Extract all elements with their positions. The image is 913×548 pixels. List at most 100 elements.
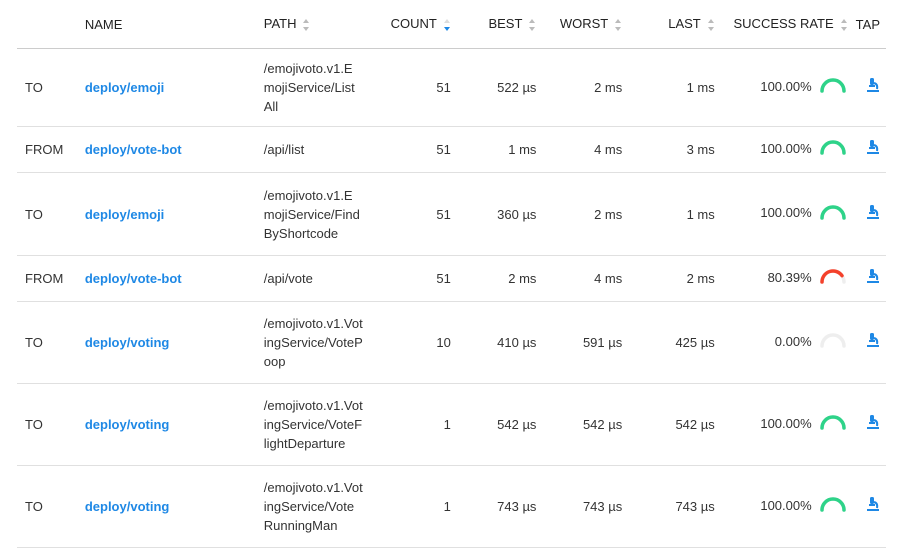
worst-latency: 4 ms — [536, 126, 623, 173]
success-rate-gauge — [818, 204, 848, 225]
sort-icon[interactable] — [840, 18, 848, 32]
count: 51 — [363, 172, 451, 256]
success-rate: 100.00% — [760, 78, 812, 94]
route-path: /api/vote — [255, 255, 364, 302]
sort-icon[interactable] — [302, 18, 310, 32]
resource-link[interactable]: deploy/voting — [84, 335, 170, 350]
header-label: WORST — [559, 16, 609, 32]
sort-icon[interactable] — [707, 18, 715, 32]
microscope-icon[interactable] — [866, 140, 880, 158]
best-latency: 2 ms — [450, 255, 537, 302]
worst-latency: 2 ms — [536, 172, 623, 256]
route-path: /api/list — [255, 126, 364, 173]
table-row: FROM deploy/vote-bot /api/list 51 1 ms 4… — [17, 126, 886, 173]
best-latency: 743 µs — [450, 465, 537, 548]
worst-latency: 2 ms — [536, 48, 623, 127]
resource-link[interactable]: deploy/vote-bot — [84, 271, 182, 286]
header-success-rate[interactable]: SUCCESS RATE — [714, 0, 848, 49]
success-rate-gauge — [818, 332, 848, 353]
last-latency: 3 ms — [622, 126, 715, 173]
last-latency: 743 µs — [622, 465, 715, 548]
resource-link[interactable]: deploy/voting — [84, 417, 170, 432]
header-label: COUNT — [390, 16, 437, 32]
worst-latency: 542 µs — [536, 383, 623, 466]
success-rate-gauge — [818, 77, 848, 98]
last-latency: 2 ms — [622, 255, 715, 302]
route-metrics-table: NAME PATH COUNT BEST WORST LAST SUCCESS … — [17, 0, 886, 548]
success-rate: 0.00% — [774, 333, 812, 349]
success-rate: 100.00% — [760, 205, 812, 221]
success-rate: 80.39% — [767, 269, 812, 285]
last-latency: 425 µs — [622, 301, 715, 384]
microscope-icon[interactable] — [866, 415, 880, 433]
direction: TO — [17, 465, 77, 548]
direction: FROM — [17, 126, 77, 173]
last-latency: 542 µs — [622, 383, 715, 466]
header-direction — [17, 0, 77, 49]
route-path: /emojivoto.v1.VotingService/VoteFlightDe… — [255, 383, 364, 466]
sort-icon[interactable] — [614, 18, 622, 32]
route-path: /emojivoto.v1.EmojiService/FindByShortco… — [255, 172, 364, 256]
header-label: SUCCESS RATE — [733, 16, 834, 32]
header-tap: TAP — [847, 0, 886, 49]
count: 51 — [363, 48, 451, 127]
success-rate: 100.00% — [760, 415, 812, 431]
table-row: TO deploy/voting /emojivoto.v1.VotingSer… — [17, 383, 886, 466]
route-path: /emojivoto.v1.EmojiService/ListAll — [255, 48, 364, 127]
success-rate-gauge — [818, 139, 848, 160]
microscope-icon[interactable] — [866, 204, 880, 223]
table-row: TO deploy/emoji /emojivoto.v1.EmojiServi… — [17, 48, 886, 127]
success-rate-gauge — [818, 268, 848, 289]
worst-latency: 743 µs — [536, 465, 623, 548]
direction: TO — [17, 48, 77, 127]
header-label: LAST — [668, 16, 701, 32]
header-path[interactable]: PATH — [255, 0, 364, 49]
header-count[interactable]: COUNT — [363, 0, 451, 49]
best-latency: 410 µs — [450, 301, 537, 384]
count: 51 — [363, 126, 451, 173]
header-label: BEST — [488, 16, 523, 32]
sort-descending-icon[interactable] — [443, 18, 451, 32]
table-row: FROM deploy/vote-bot /api/vote 51 2 ms 4… — [17, 255, 886, 302]
microscope-icon[interactable] — [866, 78, 880, 96]
table-row: TO deploy/voting /emojivoto.v1.VotingSer… — [17, 301, 886, 384]
table-header-row: NAME PATH COUNT BEST WORST LAST SUCCESS … — [17, 0, 886, 49]
best-latency: 360 µs — [450, 172, 537, 256]
worst-latency: 591 µs — [536, 301, 623, 384]
count: 1 — [363, 465, 451, 548]
header-label: PATH — [263, 16, 297, 32]
best-latency: 522 µs — [450, 48, 537, 127]
count: 1 — [363, 383, 451, 466]
last-latency: 1 ms — [622, 48, 715, 127]
header-last[interactable]: LAST — [622, 0, 715, 49]
last-latency: 1 ms — [622, 172, 715, 256]
best-latency: 1 ms — [450, 126, 537, 173]
success-rate: 100.00% — [760, 497, 812, 513]
best-latency: 542 µs — [450, 383, 537, 466]
direction: TO — [17, 383, 77, 466]
count: 10 — [363, 301, 451, 384]
microscope-icon[interactable] — [866, 269, 880, 287]
header-best[interactable]: BEST — [450, 0, 537, 49]
route-path: /emojivoto.v1.VotingService/VoteRunningM… — [255, 465, 364, 548]
table-row: TO deploy/voting /emojivoto.v1.VotingSer… — [17, 465, 886, 548]
resource-link[interactable]: deploy/voting — [84, 499, 170, 514]
success-rate-gauge — [818, 496, 848, 517]
resource-link[interactable]: deploy/emoji — [84, 206, 165, 222]
direction: FROM — [17, 255, 77, 302]
microscope-icon[interactable] — [866, 333, 880, 351]
header-name: NAME — [76, 0, 256, 49]
microscope-icon[interactable] — [866, 497, 880, 515]
resource-link[interactable]: deploy/vote-bot — [84, 142, 182, 157]
count: 51 — [363, 255, 451, 302]
direction: TO — [17, 301, 77, 384]
route-path: /emojivoto.v1.VotingService/VotePoop — [255, 301, 364, 384]
resource-link[interactable]: deploy/emoji — [84, 80, 165, 95]
table-row: TO deploy/emoji /emojivoto.v1.EmojiServi… — [17, 172, 886, 256]
sort-icon[interactable] — [528, 18, 536, 32]
success-rate: 100.00% — [760, 140, 812, 156]
success-rate-gauge — [818, 414, 848, 435]
worst-latency: 4 ms — [536, 255, 623, 302]
direction: TO — [17, 172, 77, 256]
header-worst[interactable]: WORST — [536, 0, 623, 49]
